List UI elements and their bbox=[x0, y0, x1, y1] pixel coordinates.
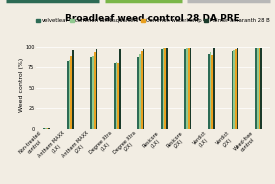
Bar bbox=[257, 48, 258, 129]
Bar bbox=[117, 63, 119, 129]
Bar bbox=[45, 128, 47, 129]
Bar bbox=[258, 48, 260, 129]
Bar bbox=[208, 54, 210, 129]
Bar bbox=[119, 49, 121, 129]
Bar bbox=[188, 48, 190, 129]
Bar bbox=[92, 56, 94, 129]
Bar bbox=[114, 63, 116, 129]
Bar bbox=[255, 48, 257, 129]
Bar bbox=[211, 55, 213, 129]
Bar bbox=[95, 49, 97, 129]
Bar bbox=[233, 50, 235, 129]
Bar bbox=[260, 48, 262, 129]
Bar bbox=[138, 57, 139, 129]
Bar bbox=[67, 61, 68, 129]
Bar bbox=[48, 128, 50, 129]
Bar bbox=[139, 54, 141, 129]
Bar bbox=[213, 48, 215, 129]
Bar bbox=[186, 48, 188, 129]
Bar bbox=[185, 49, 186, 129]
Bar bbox=[116, 62, 117, 129]
Bar bbox=[166, 48, 168, 129]
Y-axis label: Weed control (%): Weed control (%) bbox=[19, 58, 24, 112]
Bar bbox=[161, 49, 163, 129]
Title: Broadleaf weed control 28 DA PRE: Broadleaf weed control 28 DA PRE bbox=[65, 14, 240, 23]
Bar bbox=[210, 52, 211, 129]
Bar bbox=[68, 60, 70, 129]
Legend: velvetleaf, common lambsquarters, Common waterhemp, Palmer amaranth 28 B: velvetleaf, common lambsquarters, Common… bbox=[36, 18, 270, 23]
Bar bbox=[190, 48, 191, 129]
Bar bbox=[47, 128, 48, 129]
Bar bbox=[94, 52, 95, 129]
Bar bbox=[164, 48, 166, 129]
Bar bbox=[237, 48, 238, 129]
Bar bbox=[72, 50, 74, 129]
Bar bbox=[232, 51, 233, 129]
Bar bbox=[163, 48, 164, 129]
Bar bbox=[90, 57, 92, 129]
Bar bbox=[142, 49, 144, 129]
Bar bbox=[141, 51, 142, 129]
Bar bbox=[235, 49, 237, 129]
Bar bbox=[43, 128, 45, 129]
Bar bbox=[70, 56, 72, 129]
